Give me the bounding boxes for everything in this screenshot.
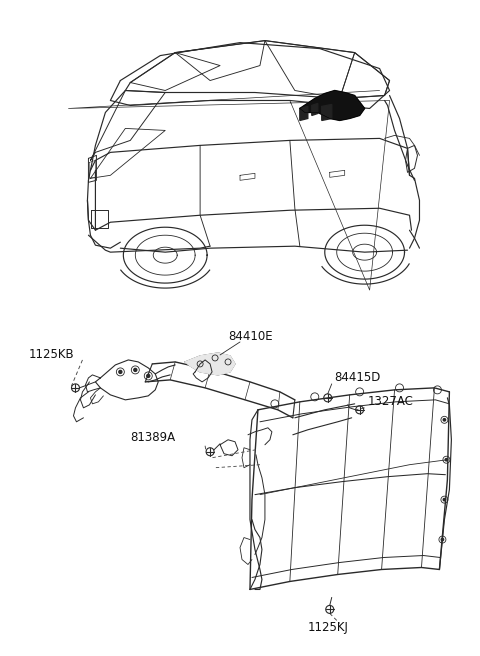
Text: 84415D: 84415D <box>335 371 381 384</box>
Circle shape <box>119 371 122 373</box>
Polygon shape <box>300 106 308 121</box>
Circle shape <box>147 375 150 377</box>
Text: 1327AC: 1327AC <box>368 396 413 408</box>
Circle shape <box>445 459 447 461</box>
Text: 81389A: 81389A <box>130 431 176 444</box>
Text: 1125KJ: 1125KJ <box>308 621 348 634</box>
Polygon shape <box>312 104 318 115</box>
Polygon shape <box>185 353 235 375</box>
Polygon shape <box>300 91 365 121</box>
Circle shape <box>134 369 137 371</box>
Polygon shape <box>322 104 332 121</box>
Circle shape <box>443 419 445 421</box>
Circle shape <box>441 539 444 541</box>
Text: 84410E: 84410E <box>228 331 273 344</box>
Circle shape <box>443 499 445 501</box>
Text: 1125KB: 1125KB <box>29 348 74 361</box>
